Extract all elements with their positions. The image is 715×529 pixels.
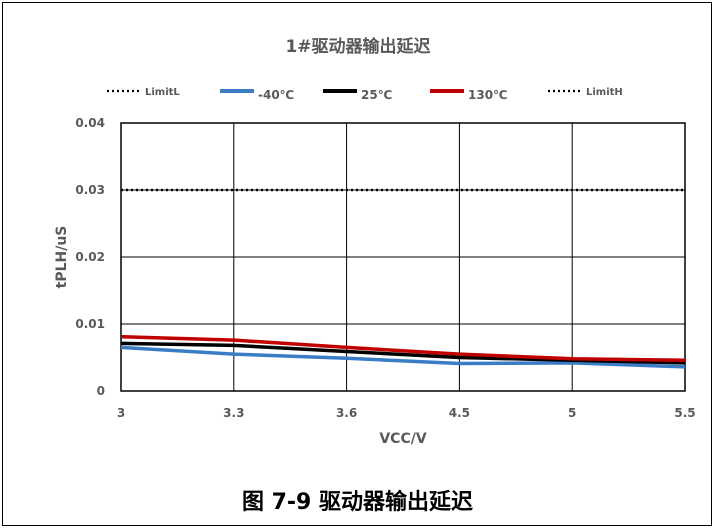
x-axis-label: VCC/V [379,431,426,447]
figure-caption: 图 7-9 驱动器输出延迟 [0,484,715,516]
series-line-130 [121,337,685,361]
x-tick-label: 3.3 [223,406,244,420]
y-axis-ticks: 0 0.01 0.02 0.03 0.04 [75,116,105,398]
legend-label-25: 25℃ [361,88,392,102]
x-tick-label: 5.5 [674,406,695,420]
y-tick-label: 0 [97,384,105,398]
y-tick-label: 0.01 [75,317,105,331]
legend-label-40: -40℃ [258,88,294,102]
chart-title: 1#驱动器输出延迟 [285,36,430,57]
y-tick-label: 0.02 [75,250,105,264]
x-tick-label: 4.5 [449,406,470,420]
x-tick-label: 3.6 [336,406,357,420]
y-axis-label: tPLH/uS [54,226,70,289]
y-tick-label: 0.03 [75,183,105,197]
legend-label-limith: LimitH [586,87,623,98]
chart-series [121,190,685,367]
x-tick-label: 3 [117,406,125,420]
y-tick-label: 0.04 [75,116,105,130]
x-tick-label: 5 [568,406,576,420]
x-axis-ticks: 3 3.3 3.6 4.5 5 5.5 [117,406,696,420]
chart-legend: LimitL -40℃ 25℃ 130℃ LimitH [107,87,623,102]
legend-label-130: 130℃ [468,88,508,102]
legend-label-limitl: LimitL [145,87,180,98]
